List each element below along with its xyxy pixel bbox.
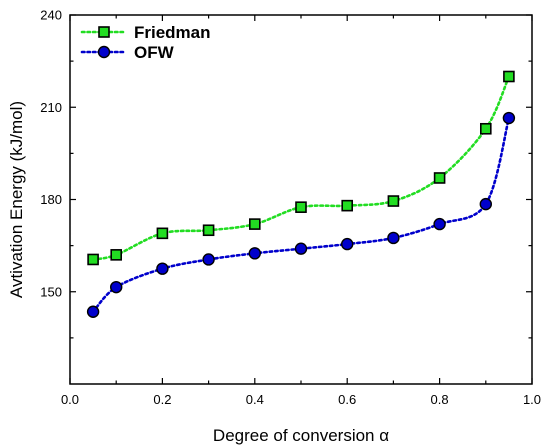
axes: 0.0 0.2 0.4 0.6 0.8 1.0 150 180 210 240: [40, 8, 541, 408]
legend-item-ofw: OFW: [80, 43, 175, 62]
x-tick-label: 0.6: [338, 392, 356, 407]
data-point-circle: [433, 217, 446, 231]
legend-label: OFW: [134, 43, 175, 62]
data-point-square: [387, 195, 400, 207]
data-point-square: [503, 70, 515, 83]
y-tick-label: 150: [40, 284, 62, 299]
data-point-circle: [502, 111, 516, 125]
legend-marker-circle: [97, 45, 111, 59]
series-line: [91, 75, 511, 261]
y-axis-title: Avtivation Energy (kJ/mol): [7, 101, 26, 298]
x-tick-label: 1.0: [523, 392, 541, 407]
y-tick-label: 210: [40, 100, 62, 115]
series-ofw: [86, 111, 516, 318]
data-point-square: [341, 199, 354, 212]
data-point-square: [156, 227, 169, 240]
x-tick-label: 0.2: [153, 392, 171, 407]
data-point-circle: [294, 242, 308, 255]
data-point-square: [87, 253, 99, 266]
data-point-square: [202, 224, 215, 237]
series-friedman: [87, 70, 515, 266]
data-point-square: [249, 218, 261, 230]
y-tick-label: 180: [40, 192, 62, 207]
legend-item-friedman: Friedman: [80, 23, 211, 42]
legend-marker-square: [98, 26, 110, 38]
data-point-circle: [248, 247, 262, 260]
legend-label: Friedman: [134, 23, 211, 42]
plot-frame: [69, 14, 533, 385]
data-point-circle: [156, 262, 169, 275]
x-tick-label: 0.8: [431, 392, 449, 407]
data-point-circle: [86, 305, 100, 318]
data-point-square: [433, 172, 446, 184]
data-point-circle: [479, 197, 492, 211]
x-tick-label: 0.0: [61, 392, 79, 407]
data-point-circle: [341, 237, 354, 251]
data-point-square: [479, 122, 492, 135]
data-point-square: [295, 201, 307, 213]
data-point-circle: [109, 280, 123, 294]
data-point-circle: [387, 231, 400, 245]
x-tick-label: 0.4: [246, 392, 264, 407]
data-point-circle: [202, 253, 215, 266]
y-tick-label: 240: [40, 8, 62, 23]
series-layer: [86, 70, 516, 318]
x-axis-title: Degree of conversion α: [213, 426, 389, 445]
data-point-square: [110, 249, 122, 261]
series-line: [91, 116, 511, 314]
